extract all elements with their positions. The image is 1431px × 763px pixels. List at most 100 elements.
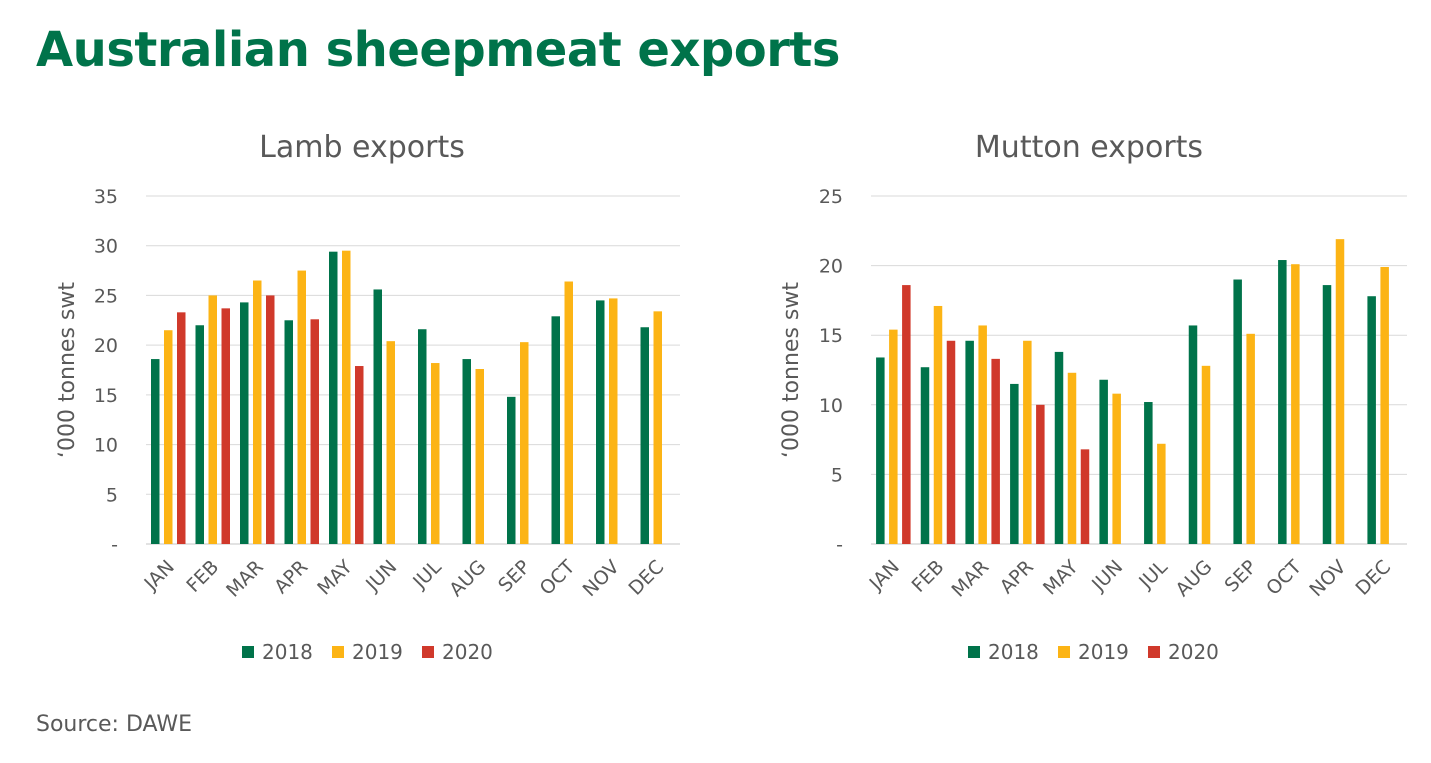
lamb-bar-jul-2019 [431, 363, 440, 544]
mutton-bar-sep-2018 [1233, 279, 1242, 544]
mutton-bar-oct-2019 [1291, 264, 1300, 544]
lamb-x-tick-label: OCT [536, 556, 580, 600]
lamb-bar-sep-2019 [520, 342, 529, 544]
lamb-bar-aug-2018 [462, 359, 471, 544]
mutton-x-tick-label: OCT [1262, 556, 1306, 600]
lamb-x-tick-label: JUN [361, 556, 401, 596]
lamb-bar-jun-2018 [373, 289, 382, 544]
lamb-x-tick-label: FEB [182, 556, 223, 597]
lamb-bar-jan-2018 [151, 359, 160, 544]
lamb-bar-jan-2020 [177, 312, 186, 544]
lamb-bar-apr-2018 [284, 320, 293, 544]
lamb-bar-aug-2019 [475, 369, 484, 544]
lamb-bar-jun-2019 [386, 341, 395, 544]
lamb-bar-oct-2018 [551, 316, 560, 544]
mutton-exports-chart: Mutton exports ‘000 tonnes swt - 5 10 15 20 25 J… [779, 130, 1407, 664]
mutton-legend-label-2020: 2020 [1168, 640, 1219, 664]
lamb-y-tick-label: 20 [94, 335, 118, 357]
mutton-bar-dec-2019 [1380, 266, 1389, 544]
mutton-bar-jun-2019 [1112, 393, 1121, 544]
lamb-y-tick-label: 5 [106, 484, 118, 506]
mutton-x-tick-label: FEB [908, 556, 949, 597]
lamb-y-tick-label: 15 [94, 385, 118, 407]
mutton-bar-jan-2018 [876, 357, 885, 544]
mutton-y-tick-label: 25 [819, 186, 843, 208]
mutton-y-tick-label: - [836, 534, 843, 556]
lamb-legend-label-2018: 2018 [262, 640, 313, 664]
lamb-x-tick-label: AUG [445, 556, 490, 601]
lamb-bar-may-2020 [355, 366, 364, 544]
mutton-bar-jun-2018 [1099, 379, 1108, 544]
lamb-bar-dec-2019 [653, 311, 662, 544]
lamb-bar-feb-2019 [208, 295, 217, 544]
mutton-bar-jul-2018 [1144, 402, 1153, 544]
lamb-bar-mar-2018 [240, 302, 249, 544]
lamb-x-tick-label: JUL [408, 556, 446, 594]
mutton-legend-swatch-2020 [1148, 646, 1160, 658]
mutton-bar-jul-2019 [1157, 443, 1166, 544]
mutton-y-tick-label: 5 [831, 464, 843, 486]
mutton-bar-feb-2020 [946, 340, 956, 544]
lamb-bar-dec-2018 [640, 327, 649, 544]
mutton-bar-nov-2019 [1335, 239, 1345, 545]
lamb-bar-jul-2018 [418, 329, 427, 544]
mutton-legend-label-2019: 2019 [1078, 640, 1129, 664]
lamb-bar-nov-2018 [596, 300, 605, 544]
mutton-chart-title: Mutton exports [975, 130, 1203, 165]
lamb-bar-feb-2020 [221, 308, 230, 544]
lamb-y-tick-label: 25 [94, 285, 118, 307]
lamb-bar-mar-2020 [266, 295, 275, 544]
mutton-legend-swatch-2019 [1058, 646, 1070, 658]
mutton-x-tick-label: JAN [865, 556, 904, 595]
lamb-bar-apr-2019 [297, 270, 306, 544]
mutton-legend-swatch-2018 [968, 646, 980, 658]
mutton-bar-apr-2019 [1023, 340, 1032, 544]
mutton-y-tick-label: 20 [819, 256, 843, 278]
mutton-bar-mar-2020 [991, 358, 1000, 544]
lamb-y-tick-label: 30 [94, 236, 118, 258]
mutton-bar-may-2018 [1054, 351, 1064, 544]
lamb-legend-swatch-2019 [332, 646, 344, 658]
mutton-x-tick-label: SEP [1221, 556, 1262, 597]
lamb-bar-may-2018 [329, 251, 338, 544]
lamb-bar-nov-2019 [609, 298, 618, 544]
mutton-bar-dec-2018 [1367, 296, 1376, 544]
mutton-bar-may-2020 [1080, 449, 1090, 544]
mutton-bar-jan-2019 [889, 329, 898, 544]
mutton-bar-nov-2018 [1322, 285, 1332, 544]
lamb-y-axis-label: ‘000 tonnes swt [55, 282, 80, 458]
lamb-x-tick-label: MAR [222, 556, 268, 602]
lamb-x-tick-label: MAY [313, 556, 357, 600]
lamb-y-tick-label: - [111, 534, 118, 556]
mutton-bar-aug-2019 [1201, 365, 1211, 544]
lamb-chart-title: Lamb exports [259, 130, 465, 165]
mutton-bar-apr-2020 [1036, 404, 1045, 544]
lamb-bar-apr-2020 [310, 319, 319, 544]
lamb-x-tick-label: APR [270, 556, 312, 598]
lamb-x-tick-label: JAN [140, 556, 179, 595]
mutton-y-tick-label: 10 [819, 395, 843, 417]
lamb-legend-label-2020: 2020 [442, 640, 493, 664]
mutton-legend-label-2018: 2018 [988, 640, 1039, 664]
mutton-bar-may-2019 [1067, 372, 1077, 544]
mutton-x-tick-label: MAY [1039, 556, 1083, 600]
mutton-bar-jan-2020 [902, 285, 911, 544]
mutton-x-tick-label: AUG [1172, 556, 1217, 601]
lamb-exports-chart: Lamb exports ‘000 tonnes swt - 5 10 15 20 25 30 3… [55, 130, 680, 664]
mutton-x-tick-label: JUN [1087, 556, 1127, 596]
lamb-legend-swatch-2020 [422, 646, 434, 658]
mutton-bar-oct-2018 [1278, 260, 1287, 544]
lamb-bar-feb-2018 [195, 325, 204, 544]
mutton-bar-mar-2019 [978, 325, 987, 544]
mutton-bar-mar-2018 [965, 340, 974, 544]
lamb-bar-jan-2019 [164, 330, 173, 544]
lamb-bar-oct-2019 [564, 281, 573, 544]
lamb-bar-sep-2018 [507, 396, 516, 544]
mutton-x-tick-label: MAR [948, 556, 994, 602]
source-note: Source: DAWE [36, 712, 193, 737]
lamb-y-tick-label: 10 [94, 435, 118, 457]
mutton-x-tick-label: JUL [1134, 556, 1172, 594]
mutton-bar-apr-2018 [1010, 383, 1019, 544]
mutton-y-tick-label: 15 [819, 325, 843, 347]
mutton-x-tick-label: NOV [1305, 556, 1350, 601]
